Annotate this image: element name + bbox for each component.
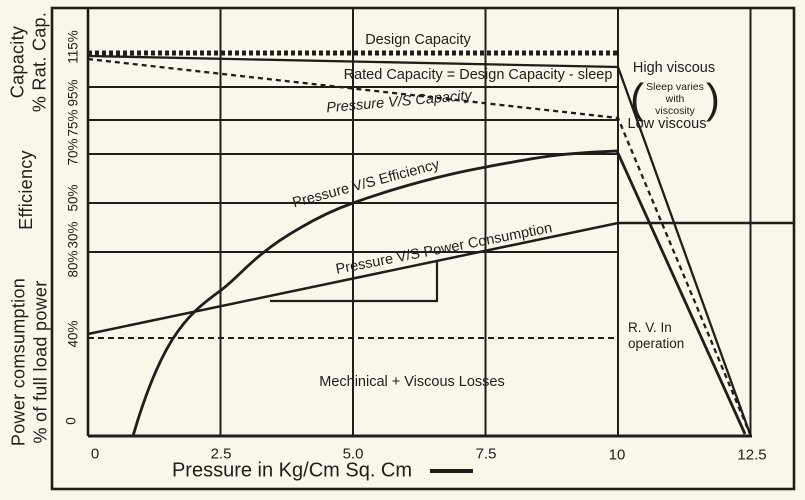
- design-capacity-label: Design Capacity: [365, 32, 471, 48]
- axis-title-dash: [430, 469, 473, 473]
- y-tick-80pct: 80%: [65, 250, 81, 278]
- efficiency-curve: [131, 149, 747, 437]
- efficiency-axis-label: Efficiency: [16, 150, 37, 230]
- power-axis-label: Power comsumption % of full load power: [8, 278, 51, 446]
- power-step-marker: [270, 262, 439, 303]
- capacity-axis-label-line1: Capacity: [7, 25, 28, 99]
- x-tick-0: 0: [90, 445, 100, 463]
- y-tick-115pct: 115%: [65, 30, 81, 64]
- y-tick-0: 0: [63, 417, 79, 425]
- low-viscous-label: Low viscous: [627, 116, 707, 132]
- pressure-vs-capacity-line: [87, 57, 752, 435]
- x-tick-7-5: 7.5: [475, 445, 497, 463]
- y-tick-50pct: 50%: [65, 184, 81, 212]
- high-viscous-label: High viscous: [632, 60, 716, 76]
- x-tick-2-5: 2.5: [210, 445, 232, 463]
- sleep-note: ( Sleep varies with viscosity ): [630, 75, 720, 123]
- close-paren: ): [705, 75, 720, 123]
- outer-frame: [50, 6, 796, 491]
- power-axis-label-line1: Power comsumption: [8, 277, 29, 447]
- y-tick-40pct: 40%: [65, 320, 81, 348]
- x-tick-12-5: 12.5: [737, 446, 767, 464]
- power-consumption-line: [87, 221, 793, 336]
- losses-label: Mechinical + Viscous Losses: [319, 374, 505, 390]
- y-tick-75pct: 75%: [65, 109, 81, 137]
- y-tick-30pct: 30%: [65, 221, 81, 249]
- open-paren: (: [630, 75, 645, 123]
- capacity-axis-label: Capacity % Rat. Cap.: [7, 12, 50, 112]
- x-axis-title: Pressure in Kg/Cm Sq. Cm: [171, 459, 413, 482]
- y-tick-95pct: 95%: [65, 79, 81, 107]
- sleep-note-text: Sleep varies with viscosity: [646, 80, 704, 118]
- x-tick-10: 10: [608, 446, 626, 464]
- power-axis-label-line2: % of full load power: [30, 280, 50, 444]
- x-tick-5-0: 5.0: [342, 445, 364, 463]
- rated-capacity-line: [87, 54, 752, 435]
- y-tick-70pct: 70%: [65, 138, 81, 166]
- rated-capacity-label: Rated Capacity = Design Capacity - sleep: [343, 67, 613, 83]
- rv-operation-label: R. V. In operation: [628, 320, 685, 352]
- capacity-axis-label-line2: % Rat. Cap.: [29, 11, 49, 113]
